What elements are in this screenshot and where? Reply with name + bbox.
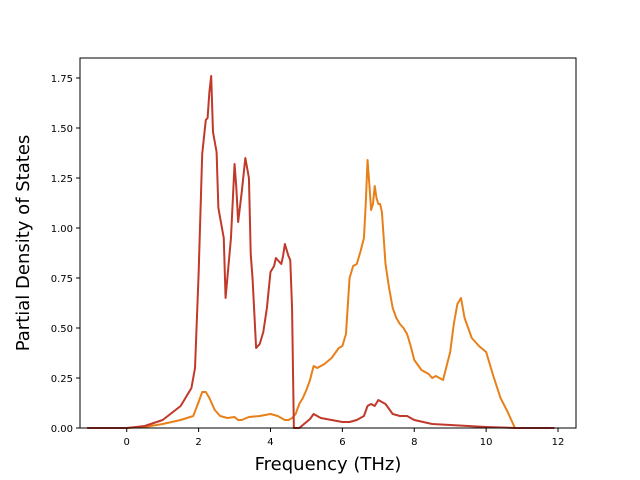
x-axis-label: Frequency (THz) (255, 454, 402, 475)
plot-frame (79, 57, 577, 429)
y-tick-label: 1.50 (51, 124, 73, 135)
x-tick-label: 6 (339, 437, 345, 448)
y-tick-label: 0.25 (51, 374, 73, 385)
x-tick-label: 12 (552, 437, 565, 448)
series-line-2 (87, 75, 555, 429)
y-tick-label: 1.75 (51, 74, 73, 85)
x-tick-label: 8 (411, 437, 417, 448)
series-layer (87, 75, 555, 429)
x-tick-label: 10 (480, 437, 493, 448)
y-tick-label: 1.25 (51, 174, 73, 185)
y-axis-ticks: 0.00 0.25 0.50 0.75 1.00 1.25 1.50 1.75 (51, 74, 80, 435)
x-axis-ticks: 0 2 4 6 8 10 12 (124, 428, 565, 448)
series-line-1 (87, 159, 555, 429)
y-axis-label: Partial Density of States (13, 135, 34, 352)
y-tick-label: 1.00 (51, 224, 73, 235)
x-tick-label: 4 (267, 437, 273, 448)
y-tick-label: 0.50 (51, 324, 73, 335)
x-tick-label: 0 (124, 437, 130, 448)
y-tick-label: 0.75 (51, 274, 73, 285)
y-tick-label: 0.00 (51, 424, 73, 435)
x-tick-label: 2 (195, 437, 201, 448)
